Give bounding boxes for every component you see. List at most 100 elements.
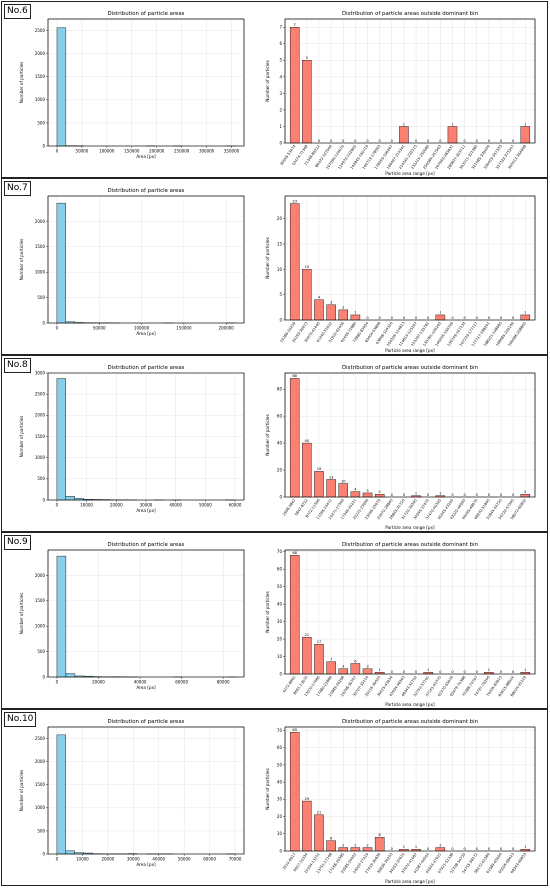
hist-ylabel: Number of particles [19,416,24,458]
y-tick-label: 500 [37,295,45,300]
y-tick-label: 6 [279,41,282,46]
hist-plot-0-frame [47,18,245,147]
bar-value-label: 23 [292,199,297,203]
bar [289,203,300,321]
panel-label: No.9 [4,535,31,550]
bar [520,672,531,675]
bar-value-label: 2 [342,306,344,310]
bar-border [284,726,536,852]
y-tick-label: 2000 [35,51,46,56]
bar [338,309,349,321]
hist-border [47,549,245,678]
y-tick-label: 5 [279,292,282,297]
bar-value-label: 0 [451,493,454,497]
bar-value-label: 19 [317,467,322,471]
y-tick-label: 2000 [35,219,46,224]
bar [302,637,312,675]
bar [520,849,531,852]
y-tick-label: 80 [277,387,283,392]
bar [399,849,409,852]
bar-value-label: 0 [512,847,515,851]
y-tick-label: 0 [42,851,45,856]
bar-value-label: 21 [305,633,310,637]
y-tick-label: 70 [277,549,283,554]
histogram-bar [74,498,84,501]
y-tick-label: 3 [279,91,282,96]
bar [350,847,361,852]
bar [362,847,373,852]
y-tick-label: 0 [42,143,45,148]
y-tick-label: 70 [277,728,283,733]
bar-title: Distribution of particle areas outside d… [342,11,478,17]
bar-value-label: 7 [330,658,332,662]
y-tick-label: 20 [277,216,283,221]
bar [399,126,409,144]
y-tick-label: 1000 [35,455,46,460]
y-tick-label: 1000 [35,97,46,102]
bar [374,837,385,852]
bar [484,672,494,675]
bar-value-label: 1 [524,668,526,672]
bar-value-label: 0 [415,670,418,674]
hist-title: Distribution of particle areas [108,365,185,371]
bar [326,479,336,498]
bar-value-label: 0 [330,139,333,143]
bar [350,314,361,321]
hist-plot-3-frame [47,549,245,678]
panel-chart-svg: 0 20000 40000 60000 800000500100015002000Dis… [19,542,536,707]
bar-value-label: 0 [463,316,466,320]
bar-value-label: 0 [391,847,394,851]
bar-value-label: 7 [294,23,296,27]
bar [326,304,336,321]
bar [447,126,458,144]
hist-border [47,726,245,855]
bar-value-label: 6 [330,836,333,840]
figure-panel: No.10 0 10000 20000 30000 40000 50000 60000 7000… [1,709,548,886]
y-tick-label: 1500 [35,598,46,603]
bar [314,471,324,498]
bar-xlabel: Particle area range [px] [385,348,435,353]
bar-value-label: 0 [427,847,430,851]
bar [435,847,446,852]
x-tick-label: 200000 [149,149,165,154]
bar-border [284,549,536,675]
bar-value-label: 0 [427,493,430,497]
bar-value-label: 1 [524,311,526,315]
x-tick-label: 300000 [199,149,215,154]
y-tick-label: 15 [277,241,283,246]
bar-border [284,195,536,321]
bar-value-label: 0 [488,847,491,851]
x-tick-label: 150000 [124,149,140,154]
bar-value-label: 0 [391,316,394,320]
bar [314,814,324,852]
bar [350,491,361,498]
x-tick-label: 50000 [93,326,106,331]
bar-value-label: 29 [305,797,310,801]
bar [289,555,300,675]
y-tick-label: 500 [37,120,45,125]
bar-value-label: 0 [500,493,503,497]
bar [411,849,421,852]
bar-value-label: 1 [524,845,526,849]
bar [362,492,373,498]
bar [289,378,300,498]
y-tick-label: 1000 [35,270,46,275]
y-tick-label: 40 [277,440,283,445]
y-tick-label: 1500 [35,434,46,439]
x-tick-label: 10000 [80,503,93,508]
bar-value-label: 40 [305,439,310,443]
bar-value-label: 1 [403,845,405,849]
bar-xlabel: Particle area range [px] [385,171,435,176]
x-tick-label: 100000 [134,326,150,331]
x-tick-label: 0 [56,857,59,862]
bar-value-label: 0 [318,139,321,143]
bar-value-label: 1 [415,491,417,495]
panel-chart-svg: 0 50000 100000 150000 200000 250000 300000 3500… [19,11,536,176]
y-tick-label: 500 [37,476,45,481]
bar-value-label: 21 [317,811,322,815]
x-tick-label: 50000 [199,503,212,508]
bar [326,661,336,675]
x-tick-label: 30000 [140,503,153,508]
x-tick-label: 30000 [127,857,140,862]
y-tick-label: 10 [277,267,283,272]
